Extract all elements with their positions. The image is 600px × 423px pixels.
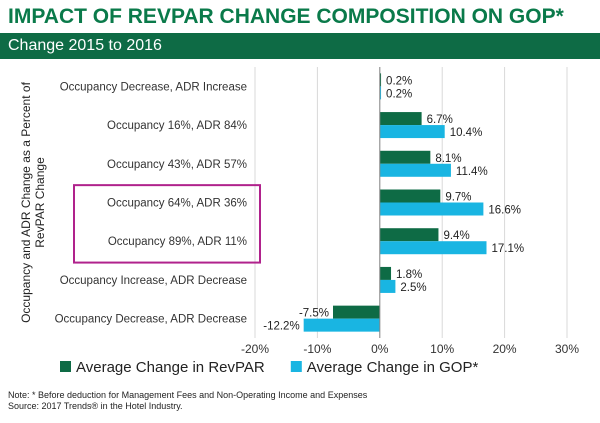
x-tick-label: 20% bbox=[493, 342, 517, 356]
x-tick-label: 10% bbox=[430, 342, 454, 356]
highlight-box bbox=[73, 184, 261, 264]
category-label: Occupancy 43%, ADR 57% bbox=[107, 159, 247, 171]
legend-swatch-gop bbox=[290, 361, 302, 372]
revpar-value-label: -7.5% bbox=[299, 308, 329, 320]
revpar-value-label: 9.7% bbox=[445, 192, 471, 204]
revpar-bar bbox=[379, 228, 439, 242]
gop-bar bbox=[379, 279, 396, 293]
chart-title: IMPACT OF REVPAR CHANGE COMPOSITION ON G… bbox=[8, 5, 564, 28]
revpar-bar bbox=[379, 73, 382, 87]
category-label: Occupancy 89%, ADR 11% bbox=[108, 236, 247, 248]
gop-value-label: 17.1% bbox=[492, 243, 525, 255]
footnote-note: Note: * Before deduction for Management … bbox=[8, 390, 368, 400]
category-label: Occupancy Increase, ADR Decrease bbox=[60, 275, 247, 287]
gop-value-label: 2.5% bbox=[400, 282, 426, 294]
gop-bar bbox=[379, 125, 445, 139]
x-tick-label: 0% bbox=[371, 342, 389, 356]
gop-bar bbox=[379, 163, 451, 177]
revpar-value-label: 6.7% bbox=[427, 114, 453, 126]
x-tick-label: -10% bbox=[303, 342, 331, 356]
gop-value-label: -12.2% bbox=[263, 321, 299, 333]
revpar-bar bbox=[333, 305, 380, 319]
revpar-value-label: 9.4% bbox=[443, 230, 469, 242]
category-label: Occupancy Decrease, ADR Increase bbox=[60, 81, 247, 93]
gop-value-label: 16.6% bbox=[488, 205, 521, 217]
legend-swatch-revpar bbox=[60, 361, 71, 372]
y-axis-title: Occupancy and ADR Change as a Percent of… bbox=[19, 81, 47, 322]
gop-bar bbox=[303, 318, 380, 332]
category-label: Occupancy Decrease, ADR Decrease bbox=[55, 314, 247, 326]
gop-bar bbox=[379, 241, 487, 255]
footnote-source: Source: 2017 Trends® in the Hotel Indust… bbox=[8, 401, 183, 411]
category-label: Occupancy 16%, ADR 84% bbox=[107, 120, 247, 132]
revpar-bar bbox=[379, 189, 441, 203]
revpar-bar bbox=[379, 112, 422, 126]
revpar-bar bbox=[379, 150, 431, 164]
bar-chart: -20% -10% 0% 10% 20% 30% Occupancy Decrease, A… bbox=[19, 67, 579, 376]
x-tick-label: 30% bbox=[555, 342, 579, 356]
subtitle-bar: Change 2015 to 2016 bbox=[0, 33, 600, 59]
chart-subtitle: Change 2015 to 2016 bbox=[8, 37, 162, 54]
category-label: Occupancy 64%, ADR 36% bbox=[107, 198, 247, 210]
gop-bar bbox=[379, 202, 484, 216]
revpar-value-label: 8.1% bbox=[435, 153, 461, 165]
footnote: Note: * Before deduction for Management … bbox=[8, 390, 367, 412]
gop-value-label: 10.4% bbox=[450, 127, 483, 139]
x-tick-label: -20% bbox=[241, 342, 269, 356]
gop-bar bbox=[379, 86, 382, 100]
legend-label-gop: Average Change in GOP* bbox=[307, 359, 479, 376]
gop-value-label: 0.2% bbox=[386, 88, 412, 100]
gop-value-label: 11.4% bbox=[456, 166, 488, 178]
revpar-value-label: 0.2% bbox=[386, 75, 412, 87]
revpar-value-label: 1.8% bbox=[396, 269, 422, 281]
revpar-bar bbox=[379, 266, 392, 280]
legend-label-revpar: Average Change in RevPAR bbox=[76, 359, 265, 376]
